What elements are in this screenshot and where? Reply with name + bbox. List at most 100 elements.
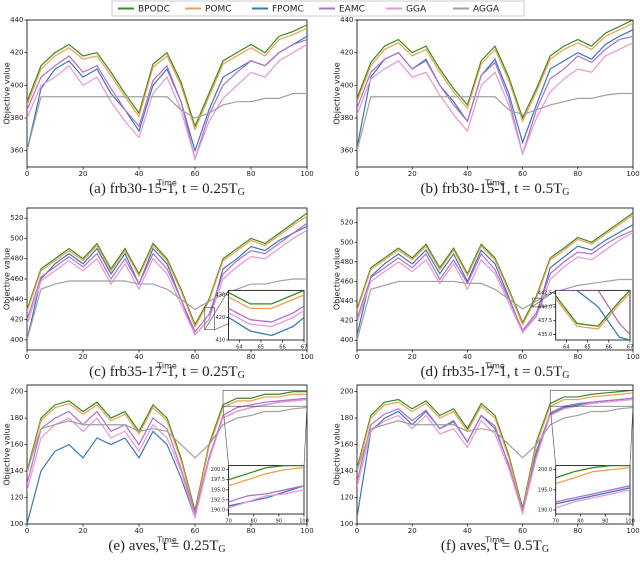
y-tick-label: 192.5 bbox=[211, 497, 225, 503]
x-tick-label: 65 bbox=[584, 345, 590, 351]
x-tick-label: 60 bbox=[191, 527, 200, 535]
x-tick-label: 100 bbox=[625, 519, 635, 525]
plot-frame bbox=[26, 19, 308, 168]
y-axis-label: Objective value bbox=[333, 248, 342, 310]
series-line bbox=[357, 406, 633, 472]
caption: (e) aves, t = 0.25TG bbox=[108, 538, 225, 555]
x-tick-label: 67 bbox=[627, 345, 633, 351]
y-axis-label: Objective value bbox=[333, 423, 342, 485]
y-tick-label: 500 bbox=[340, 238, 353, 246]
series-line bbox=[27, 391, 307, 511]
x-axis-label: Time bbox=[484, 536, 505, 545]
y-tick-label: 180 bbox=[10, 414, 23, 422]
x-tick-label: 0 bbox=[355, 353, 359, 361]
y-tick-label: 200.0 bbox=[211, 467, 225, 473]
lines bbox=[357, 212, 633, 341]
y-tick-label: 160 bbox=[340, 441, 353, 449]
caption-text: (f) aves, t = 0.5T bbox=[441, 538, 542, 554]
x-tick-label: 0 bbox=[25, 353, 29, 361]
inset: 70 80 90 100 190.0 195.0 200.0 bbox=[538, 465, 635, 525]
caption-text: (e) aves, t = 0.25T bbox=[108, 538, 218, 554]
x-axis-label: Time bbox=[156, 179, 177, 188]
y-axis-label: Objective value bbox=[3, 248, 12, 310]
series-line bbox=[357, 278, 633, 341]
series-line bbox=[357, 392, 633, 511]
x-tick-label: 80 bbox=[247, 527, 256, 535]
y-tick-label: 190.0 bbox=[211, 507, 225, 513]
x-tick-label: 100 bbox=[626, 353, 639, 361]
series-line bbox=[555, 465, 630, 479]
y-axis-label: Objective value bbox=[333, 62, 342, 124]
x-tick-label: 40 bbox=[135, 170, 144, 178]
x-axis-label: Time bbox=[484, 362, 505, 371]
y-tick-label: 190.0 bbox=[538, 507, 552, 513]
y-tick-label: 160 bbox=[10, 441, 23, 449]
y-tick-label: 195.0 bbox=[211, 487, 225, 493]
y-tick-label: 520 bbox=[340, 219, 353, 227]
lines bbox=[228, 290, 305, 337]
series-line bbox=[27, 225, 307, 340]
y-tick-label: 195.0 bbox=[538, 487, 552, 493]
x-tick-label: 100 bbox=[300, 353, 313, 361]
series-line bbox=[555, 485, 630, 503]
y-tick-label: 460 bbox=[340, 277, 353, 285]
y-tick-label: 480 bbox=[340, 258, 353, 266]
caption-subscript: G bbox=[238, 187, 245, 198]
x-tick-label: 60 bbox=[518, 170, 527, 178]
y-tick-label: 520 bbox=[10, 214, 23, 222]
x-tick-label: 20 bbox=[408, 353, 417, 361]
y-tick-label: 435.0 bbox=[538, 332, 552, 338]
x-tick-label: 40 bbox=[135, 527, 144, 535]
y-tick-label: 420 bbox=[10, 316, 23, 324]
legend-box bbox=[111, 0, 525, 17]
zoom-connector bbox=[549, 406, 557, 466]
y-tick-label: 180 bbox=[340, 414, 353, 422]
y-tick-label: 437.5 bbox=[538, 318, 552, 324]
y-tick-label: 200.0 bbox=[538, 467, 552, 473]
x-tick-label: 20 bbox=[79, 170, 88, 178]
series-line bbox=[357, 224, 633, 336]
y-tick-label: 400 bbox=[340, 336, 353, 344]
series-line bbox=[228, 316, 305, 337]
y-axis-label: Objective value bbox=[3, 62, 12, 124]
series-line bbox=[27, 229, 307, 336]
panel: 0 20 40 60 80 100 400 420 440 460 480 500 520 bbox=[340, 207, 640, 361]
panel: 0 20 40 60 80 100 360 380 400 420 440 bbox=[10, 16, 314, 178]
series-line bbox=[357, 229, 633, 332]
series-line bbox=[357, 35, 633, 157]
x-tick-label: 70 bbox=[225, 519, 231, 525]
x-axis-label: Time bbox=[484, 179, 505, 188]
x-tick-label: 70 bbox=[553, 519, 559, 525]
legend-label: BPODC bbox=[138, 5, 170, 15]
legend-label: EAMC bbox=[339, 5, 365, 15]
x-tick-label: 0 bbox=[355, 170, 359, 178]
caption-text: (a) frb30-15-1, t = 0.25T bbox=[89, 181, 237, 197]
x-tick-label: 64 bbox=[236, 345, 242, 351]
x-tick-label: 20 bbox=[408, 170, 417, 178]
x-tick-label: 67 bbox=[301, 345, 307, 351]
panel: 0 20 40 60 80 100 360 380 400 420 440 bbox=[340, 16, 640, 178]
series-line bbox=[27, 212, 307, 327]
caption: (c) frb35-17-1, t = 0.25TG bbox=[89, 364, 245, 381]
inset: 64 65 66 67 410 420 430 bbox=[216, 289, 307, 351]
x-tick-label: 100 bbox=[626, 527, 639, 535]
y-tick-label: 420 bbox=[216, 315, 226, 321]
zoom-connector bbox=[222, 406, 229, 466]
x-tick-label: 80 bbox=[573, 170, 582, 178]
y-tick-label: 400 bbox=[10, 81, 23, 89]
lines bbox=[357, 389, 633, 518]
x-tick-label: 0 bbox=[355, 527, 359, 535]
y-tick-label: 440 bbox=[10, 295, 23, 303]
series-line bbox=[27, 215, 307, 329]
caption-subscript: G bbox=[542, 544, 549, 555]
zoom-region bbox=[222, 389, 308, 407]
series-line bbox=[357, 212, 633, 324]
series-line bbox=[27, 397, 307, 516]
x-tick-label: 90 bbox=[602, 519, 608, 525]
zoom-connector bbox=[303, 406, 308, 466]
x-tick-label: 80 bbox=[251, 519, 257, 525]
y-tick-label: 197.5 bbox=[211, 477, 225, 483]
legend-label: GGA bbox=[406, 5, 427, 15]
x-tick-label: 40 bbox=[463, 527, 472, 535]
series-line bbox=[555, 290, 630, 327]
